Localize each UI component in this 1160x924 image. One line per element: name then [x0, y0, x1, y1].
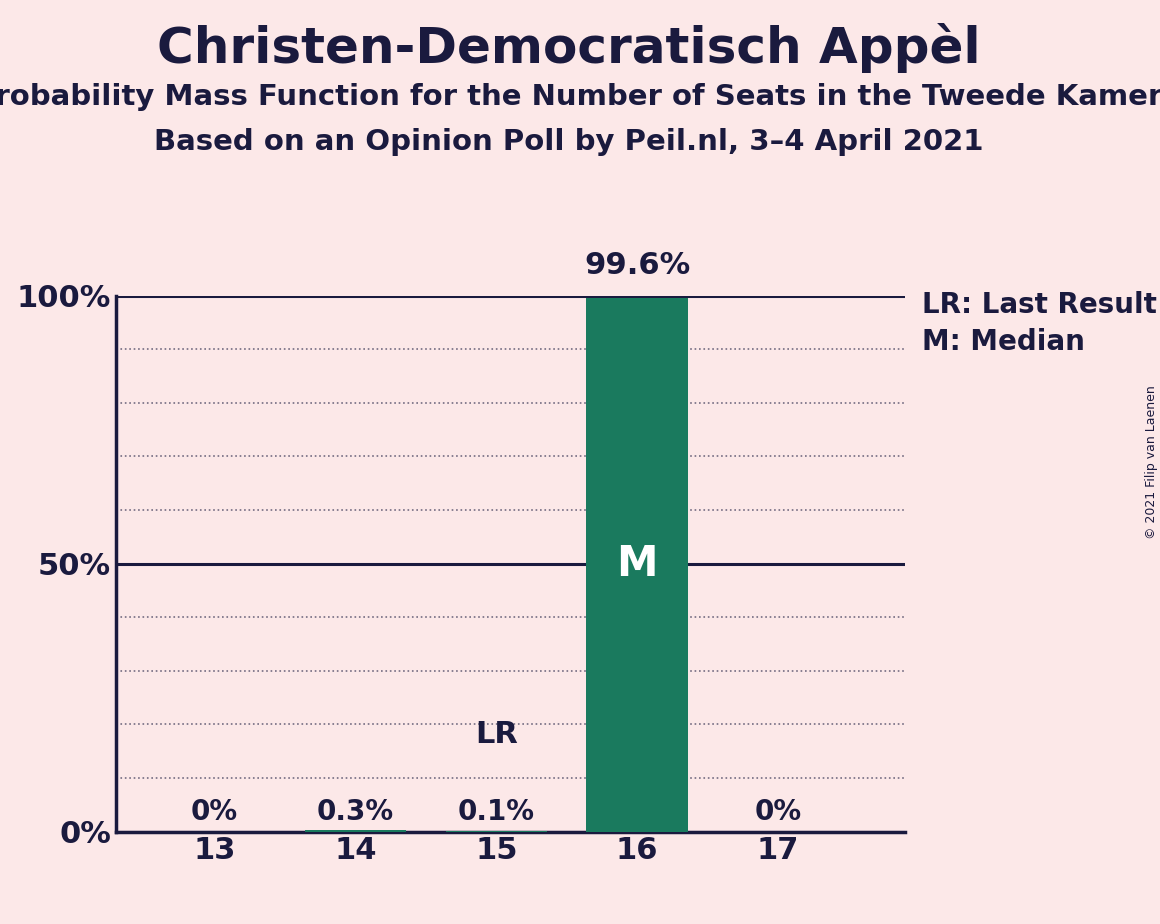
Text: Probability Mass Function for the Number of Seats in the Tweede Kamer: Probability Mass Function for the Number… — [0, 83, 1160, 111]
Text: Christen-Democratisch Appèl: Christen-Democratisch Appèl — [157, 23, 980, 73]
Text: 0.1%: 0.1% — [458, 798, 535, 826]
Bar — [305, 830, 406, 832]
Text: M: Median: M: Median — [922, 328, 1085, 356]
Text: LR: Last Result: LR: Last Result — [922, 291, 1157, 319]
Text: LR: LR — [474, 720, 517, 748]
Text: © 2021 Filip van Laenen: © 2021 Filip van Laenen — [1145, 385, 1159, 539]
Text: 0.3%: 0.3% — [317, 798, 394, 826]
Text: 0%: 0% — [191, 798, 238, 826]
Bar — [587, 298, 688, 832]
Text: M: M — [616, 542, 658, 585]
Text: Based on an Opinion Poll by Peil.nl, 3–4 April 2021: Based on an Opinion Poll by Peil.nl, 3–4… — [153, 128, 984, 155]
Text: 0%: 0% — [754, 798, 802, 826]
Text: 99.6%: 99.6% — [583, 250, 690, 280]
